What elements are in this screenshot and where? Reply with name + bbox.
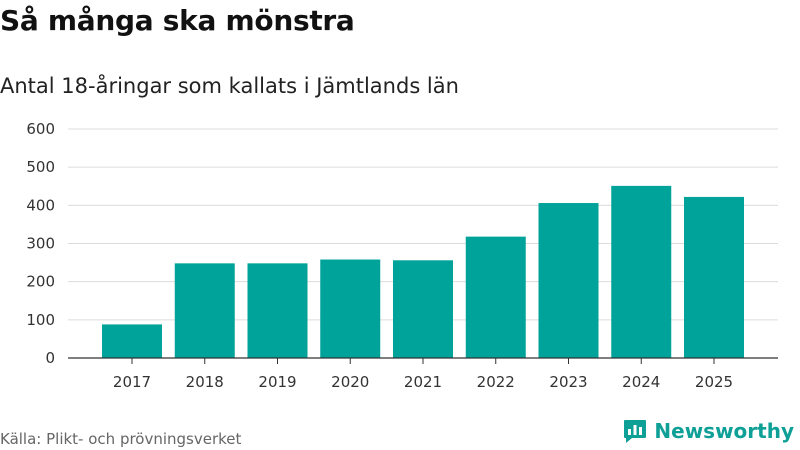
bar-2024 [611, 185, 672, 358]
chart-title: Så många ska mönstra [0, 4, 355, 37]
brand-name: Newsworthy [654, 419, 794, 443]
x-tick-label-2023: 2023 [549, 373, 587, 391]
x-tick-label-2024: 2024 [622, 373, 660, 391]
bar-2023 [538, 203, 599, 358]
newsworthy-logo-icon [624, 420, 647, 443]
brand-logo: Newsworthy [622, 418, 794, 444]
chart-subtitle: Antal 18-åringar som kallats i Jämtlands… [0, 74, 459, 98]
x-tick-label-2017: 2017 [113, 373, 151, 391]
bar-2018 [174, 263, 235, 358]
bar-2017 [102, 324, 162, 358]
y-tick-label-100: 100 [26, 311, 55, 329]
source-note: Källa: Plikt- och prövningsverket [0, 430, 242, 448]
x-tick-label-2022: 2022 [477, 373, 515, 391]
y-tick-label-200: 200 [26, 273, 55, 291]
x-tick-label-2018: 2018 [186, 373, 224, 391]
bar-2021 [393, 260, 453, 358]
bar-2019 [247, 263, 308, 358]
y-tick-label-600: 600 [26, 120, 55, 138]
y-tick-label-400: 400 [26, 196, 55, 214]
bar-2025 [684, 196, 744, 358]
bar-2022 [465, 236, 526, 358]
y-tick-label-500: 500 [26, 158, 55, 176]
x-tick-label-2019: 2019 [258, 373, 296, 391]
x-tick-label-2020: 2020 [331, 373, 369, 391]
x-tick-label-2025: 2025 [695, 373, 733, 391]
y-tick-label-300: 300 [26, 235, 55, 253]
x-tick-label-2021: 2021 [404, 373, 442, 391]
y-tick-label-0: 0 [45, 349, 55, 367]
bar-2020 [320, 259, 381, 358]
